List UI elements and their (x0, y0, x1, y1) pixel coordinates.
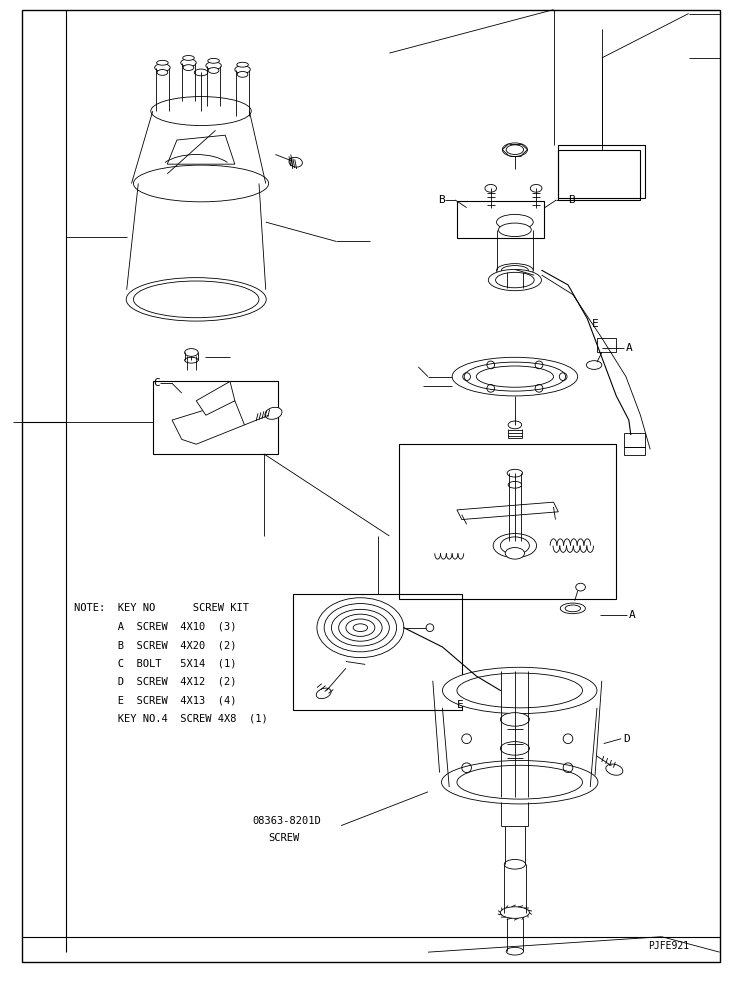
Ellipse shape (324, 604, 396, 652)
Bar (293, 594, 462, 710)
Ellipse shape (500, 537, 529, 554)
Ellipse shape (452, 357, 578, 396)
Ellipse shape (154, 63, 170, 71)
Polygon shape (457, 502, 558, 519)
Ellipse shape (194, 69, 208, 75)
Ellipse shape (506, 145, 524, 155)
Ellipse shape (500, 906, 529, 918)
Ellipse shape (265, 407, 282, 420)
Text: A: A (626, 343, 633, 353)
Ellipse shape (442, 667, 597, 713)
Ellipse shape (209, 67, 219, 73)
Bar (624, 433, 646, 447)
Polygon shape (167, 135, 234, 164)
Ellipse shape (576, 583, 585, 591)
Ellipse shape (338, 615, 382, 641)
Ellipse shape (506, 948, 524, 955)
Ellipse shape (208, 58, 220, 63)
Ellipse shape (181, 59, 196, 66)
Bar (558, 150, 640, 200)
Ellipse shape (441, 761, 598, 804)
Text: KEY NO.4  SCREW 4X8  (1): KEY NO.4 SCREW 4X8 (1) (73, 713, 267, 723)
Text: D  SCREW  4X12  (2): D SCREW 4X12 (2) (73, 677, 236, 687)
Ellipse shape (126, 278, 266, 321)
Ellipse shape (317, 598, 404, 658)
Ellipse shape (206, 61, 221, 69)
Ellipse shape (134, 281, 259, 318)
Polygon shape (597, 338, 617, 352)
Ellipse shape (134, 165, 269, 202)
Text: C  BOLT   5X14  (1): C BOLT 5X14 (1) (73, 658, 236, 668)
Ellipse shape (426, 624, 434, 632)
Text: B  SCREW  4X20  (2): B SCREW 4X20 (2) (73, 640, 236, 650)
Ellipse shape (500, 712, 529, 726)
Ellipse shape (183, 55, 194, 60)
Bar (457, 201, 544, 237)
Text: A: A (628, 610, 636, 620)
Ellipse shape (464, 362, 565, 391)
Polygon shape (196, 381, 234, 415)
Text: A  SCREW  4X10  (3): A SCREW 4X10 (3) (73, 622, 236, 632)
Ellipse shape (496, 214, 533, 229)
Bar (153, 381, 278, 454)
Ellipse shape (157, 60, 168, 65)
Text: . .: . . (483, 1005, 498, 1006)
Text: B: B (438, 195, 444, 205)
Ellipse shape (486, 979, 544, 1000)
Ellipse shape (457, 673, 582, 708)
Ellipse shape (476, 366, 554, 387)
Ellipse shape (332, 610, 390, 646)
Ellipse shape (183, 64, 194, 70)
Ellipse shape (505, 547, 525, 559)
Text: D: D (623, 733, 630, 743)
Text: C: C (153, 378, 160, 388)
Bar (399, 445, 617, 599)
Ellipse shape (185, 357, 198, 363)
Polygon shape (172, 400, 245, 445)
Ellipse shape (565, 605, 580, 612)
Text: E: E (592, 319, 599, 329)
Ellipse shape (493, 533, 536, 557)
Ellipse shape (496, 264, 533, 277)
Ellipse shape (492, 982, 538, 998)
Ellipse shape (234, 65, 250, 73)
Ellipse shape (531, 184, 542, 192)
Text: E  SCREW  4X13  (4): E SCREW 4X13 (4) (73, 695, 236, 705)
Ellipse shape (606, 764, 623, 776)
Text: 08363-8201D: 08363-8201D (252, 816, 321, 826)
Ellipse shape (185, 349, 198, 356)
Ellipse shape (488, 270, 542, 291)
Ellipse shape (346, 619, 375, 637)
Ellipse shape (289, 157, 303, 167)
Ellipse shape (508, 482, 522, 488)
Ellipse shape (496, 273, 534, 288)
Text: B: B (568, 195, 575, 205)
Ellipse shape (508, 470, 522, 477)
Ellipse shape (502, 143, 528, 157)
Text: PJFE921: PJFE921 (649, 942, 689, 952)
Ellipse shape (457, 766, 582, 799)
Ellipse shape (502, 266, 528, 276)
Text: SCREW: SCREW (269, 833, 300, 843)
Text: E: E (457, 700, 464, 710)
Ellipse shape (316, 688, 331, 698)
Ellipse shape (157, 69, 168, 75)
Ellipse shape (586, 361, 602, 369)
Text: NOTE:  KEY NO      SCREW KIT: NOTE: KEY NO SCREW KIT (73, 604, 249, 614)
Ellipse shape (505, 859, 525, 869)
Ellipse shape (237, 62, 249, 67)
Ellipse shape (500, 741, 529, 756)
Bar (558, 145, 646, 198)
Bar (624, 447, 646, 455)
Ellipse shape (560, 603, 585, 614)
Ellipse shape (485, 184, 496, 192)
Ellipse shape (499, 223, 531, 236)
Ellipse shape (353, 624, 367, 632)
Ellipse shape (237, 71, 248, 77)
Ellipse shape (151, 97, 252, 126)
Ellipse shape (508, 422, 522, 429)
